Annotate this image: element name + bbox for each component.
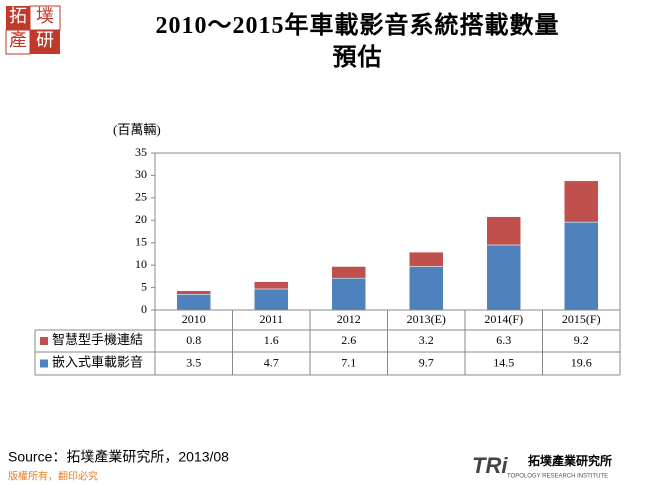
table-value: 7.1 xyxy=(341,355,356,369)
table-value: 6.3 xyxy=(496,333,511,347)
logo-box xyxy=(30,30,60,54)
table-value: 0.8 xyxy=(186,333,201,347)
logo-box xyxy=(6,6,30,30)
category-label: 2013(E) xyxy=(407,312,446,326)
table-value: 2.6 xyxy=(341,333,356,347)
copyright: 版權所有，翻印必究 xyxy=(8,469,98,482)
y-tick-label: 10 xyxy=(135,257,147,271)
table-value: 3.5 xyxy=(186,355,201,369)
logo-char: 拓 xyxy=(9,6,27,26)
table-value: 9.7 xyxy=(419,355,434,369)
logo-char: 產 xyxy=(9,30,27,50)
category-label: 2014(F) xyxy=(484,312,523,326)
y-tick-label: 20 xyxy=(135,212,147,226)
bar-segment xyxy=(254,288,289,311)
logo-char: 墣 xyxy=(36,6,54,26)
table-value: 4.7 xyxy=(264,355,279,369)
y-tick-label: 25 xyxy=(135,190,147,204)
legend-swatch xyxy=(40,359,48,368)
category-label: 2011 xyxy=(259,312,283,326)
logo-mark: TRi xyxy=(472,453,508,478)
bar-segment xyxy=(409,266,444,311)
table-value: 14.5 xyxy=(493,355,514,369)
bar-segment xyxy=(486,216,521,246)
y-axis-label: (百萬輛) xyxy=(113,122,161,137)
legend-label: 嵌入式車載影音 xyxy=(52,354,143,369)
y-tick-label: 35 xyxy=(135,145,147,159)
logo-char: 研 xyxy=(36,30,54,50)
chart-title: 2010～2015年車載影音系統搭載數量預估 xyxy=(155,13,560,71)
bar-segment xyxy=(564,221,599,311)
table-value: 3.2 xyxy=(419,333,434,347)
y-tick-label: 30 xyxy=(135,167,147,181)
bar-segment xyxy=(254,281,289,290)
table-value: 19.6 xyxy=(571,355,592,369)
category-label: 2010 xyxy=(182,312,206,326)
bar-segment xyxy=(331,277,366,311)
y-tick-label: 15 xyxy=(135,234,147,248)
table-value: 9.2 xyxy=(574,333,589,347)
category-label: 2015(F) xyxy=(562,312,601,326)
logo-sub: TOPOLOGY RESEARCH INSTITUTE xyxy=(507,474,608,480)
legend-swatch xyxy=(40,337,48,345)
bar-segment xyxy=(409,251,444,267)
bar-segment xyxy=(176,290,211,295)
bar-segment xyxy=(564,180,599,223)
bar-segment xyxy=(486,244,521,311)
logo-name: 拓墣產業研究所 xyxy=(528,453,612,468)
y-tick-label: 5 xyxy=(141,279,147,293)
bar-segment xyxy=(331,266,366,279)
legend-label: 智慧型手機連結 xyxy=(52,332,143,347)
bar-segment xyxy=(176,294,211,311)
y-tick-label: 0 xyxy=(141,302,147,316)
category-label: 2012 xyxy=(337,312,361,326)
table-value: 1.6 xyxy=(264,333,279,347)
source: Source：拓墣產業研究所，2013/08 xyxy=(8,449,229,465)
